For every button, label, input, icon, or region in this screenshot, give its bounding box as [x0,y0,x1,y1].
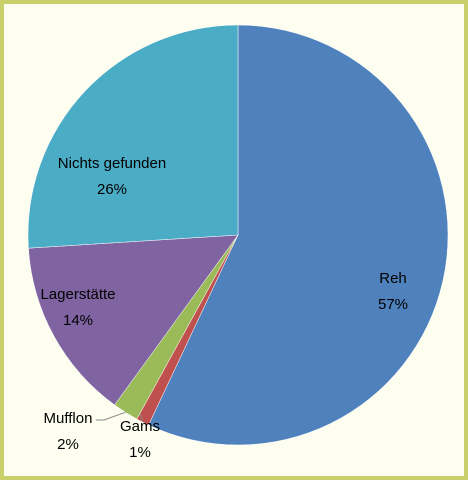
pie-slice [148,24,449,446]
slice-value: 57% [378,296,408,313]
slice-value: 14% [63,312,93,329]
slice-label: Mufflon [44,410,93,427]
slice-label: Gams [120,418,160,435]
slice-value: 1% [129,444,151,461]
pie-slice [28,234,239,406]
leader-line [139,411,144,423]
pie-slice [27,24,239,249]
leader-line [96,411,126,421]
slice-label: Reh [379,270,407,287]
slice-value: 26% [97,181,127,198]
slice-label: Nichts gefunden [58,155,166,172]
slice-label: Lagerstätte [40,286,115,303]
slice-value: 2% [57,436,79,453]
